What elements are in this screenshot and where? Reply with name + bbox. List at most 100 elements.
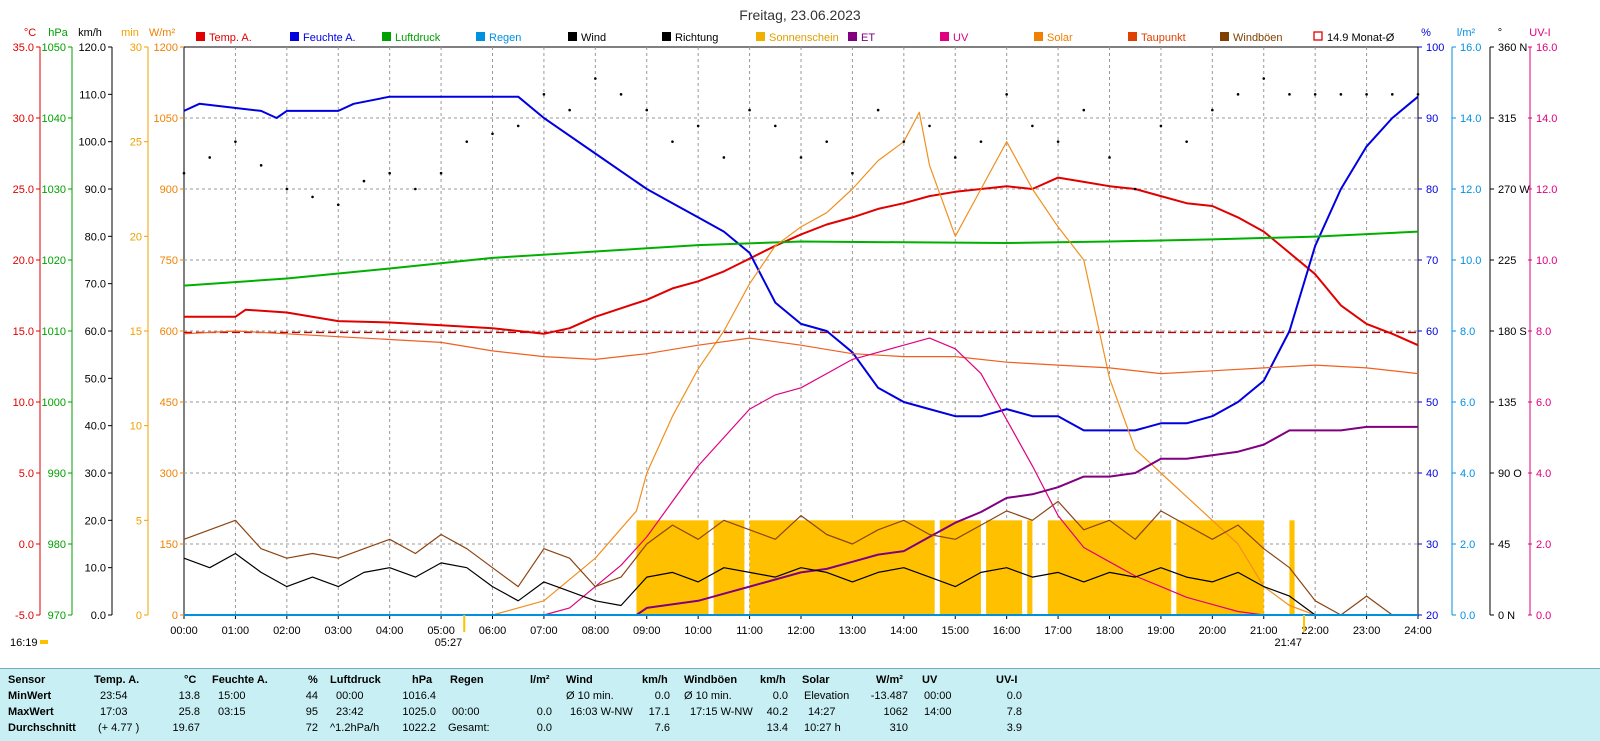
direction-point	[645, 108, 649, 112]
x-tick-label: 11:00	[736, 625, 763, 637]
x-tick-label: 13:00	[839, 625, 867, 637]
y-tick-label: 16.0	[1460, 42, 1481, 54]
y-tick-label: 135	[1498, 397, 1516, 409]
direction-point	[336, 203, 340, 207]
x-tick-label: 03:00	[324, 625, 352, 637]
direction-point	[748, 108, 751, 112]
direction-point	[208, 156, 212, 159]
y-tick-label: 315	[1498, 113, 1516, 125]
summary-header-temp: Temp. A.	[94, 674, 140, 686]
y-tick-label: 1050	[42, 42, 66, 54]
axis-unit: min	[121, 27, 139, 39]
y-tick-label: 20	[130, 231, 142, 243]
summary-header-wind-unit: km/h	[642, 674, 668, 686]
y-tick-label: 40.0	[85, 421, 106, 433]
summary-cell: Elevation	[804, 690, 850, 702]
direction-point	[182, 171, 186, 175]
summary-cell: Ø 10 min.	[566, 690, 614, 702]
direction-point	[851, 171, 854, 175]
x-tick-label: 19:00	[1147, 625, 1175, 637]
current-time-marker	[40, 640, 48, 644]
y-tick-label: 100.0	[78, 137, 106, 149]
legend-label: Windböen	[1233, 32, 1283, 44]
summary-row-label: MaxWert	[8, 706, 54, 718]
x-tick-label: 02:00	[273, 625, 301, 637]
y-tick-label: 0.0	[1460, 610, 1475, 622]
legend-swatch	[568, 32, 577, 41]
direction-point	[1211, 108, 1214, 112]
x-tick-label: 01:00	[222, 625, 250, 637]
direction-point	[542, 93, 546, 96]
y-tick-label: 1050	[154, 113, 178, 125]
direction-point	[568, 108, 571, 112]
direction-point	[696, 124, 700, 128]
y-tick-label: 0.0	[19, 539, 34, 551]
x-tick-label: 05:00	[427, 625, 455, 637]
y-tick-label: 20	[1426, 610, 1438, 622]
legend-label: Luftdruck	[395, 32, 441, 44]
summary-cell: 17:03	[100, 706, 128, 718]
y-tick-label: 100	[1426, 42, 1444, 54]
summary-cell: 7.6	[654, 722, 670, 734]
legend-swatch	[382, 32, 391, 41]
y-tick-label: 180 S	[1498, 326, 1527, 338]
summary-cell: 310	[889, 722, 908, 734]
direction-point	[825, 140, 829, 143]
summary-cell: 40.2	[766, 706, 788, 718]
direction-point	[414, 187, 417, 191]
legend-label: Sonnenschein	[769, 32, 839, 44]
direction-point	[1236, 93, 1240, 96]
legend-label: Feuchte A.	[303, 32, 356, 44]
x-tick-label: 12:00	[787, 625, 815, 637]
direction-point	[1133, 187, 1137, 191]
series-windb-en-line	[183, 500, 1418, 616]
direction-point	[465, 140, 469, 143]
y-tick-label: 110.0	[79, 89, 106, 101]
summary-header-wind: Wind	[566, 674, 593, 686]
direction-point	[594, 77, 597, 80]
direction-point	[979, 140, 983, 143]
direction-point	[1005, 93, 1008, 96]
axis-unit: l/m²	[1457, 27, 1476, 39]
summary-cell: 44	[305, 690, 318, 702]
y-tick-label: 1040	[42, 113, 66, 125]
y-tick-label: 900	[160, 184, 178, 196]
summary-cell: 14:27	[808, 706, 836, 718]
y-tick-label: 4.0	[1536, 468, 1551, 480]
legend-swatch	[1034, 32, 1043, 41]
legend-swatch	[1313, 31, 1323, 41]
y-tick-label: 90.0	[85, 184, 106, 196]
y-tick-label: 6.0	[1460, 397, 1475, 409]
y-tick-label: 45	[1498, 539, 1510, 551]
direction-point	[1262, 77, 1266, 80]
y-tick-label: 40	[1426, 468, 1438, 480]
x-tick-label: 23:00	[1353, 625, 1381, 637]
x-tick-label: 21:00	[1250, 625, 1278, 637]
y-tick-label: 10.0	[13, 397, 34, 409]
y-tick-label: 14.0	[1460, 113, 1481, 125]
y-tick-label: 15	[130, 326, 142, 338]
summary-cell: 0.0	[536, 706, 552, 718]
y-tick-label: 0	[172, 610, 178, 622]
y-tick-label: 0.0	[1536, 610, 1551, 622]
legend-label: Richtung	[675, 32, 718, 44]
y-tick-label: 0 N	[1498, 610, 1515, 622]
summary-cell: 3.9	[1006, 722, 1022, 734]
y-tick-label: 980	[48, 539, 66, 551]
y-tick-label: 80.0	[85, 231, 106, 243]
sunshine-block	[1027, 520, 1033, 615]
summary-cell: Gesamt:	[448, 722, 490, 734]
direction-point	[1313, 93, 1317, 96]
summary-cell: 16:03 W-NW	[570, 706, 633, 718]
summary-cell: 1025.0	[402, 706, 436, 718]
summary-cell: 95	[305, 706, 318, 718]
y-tick-label: 2.0	[1536, 539, 1551, 551]
y-tick-label: 1000	[42, 397, 66, 409]
direction-point	[1288, 93, 1291, 96]
legend-swatch	[662, 32, 671, 41]
y-tick-label: 10	[130, 421, 142, 433]
direction-point	[1031, 124, 1034, 128]
series-temp-a-line	[184, 176, 1419, 347]
y-tick-label: 80	[1426, 184, 1438, 196]
y-tick-label: 450	[160, 397, 178, 409]
